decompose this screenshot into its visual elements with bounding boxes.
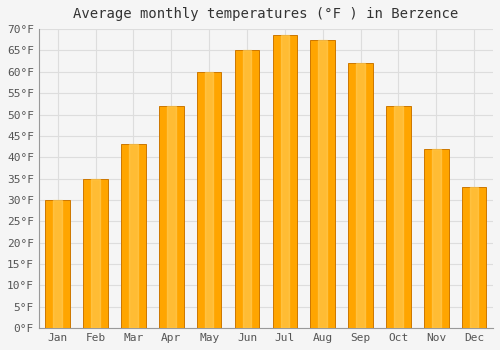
Bar xyxy=(386,106,410,328)
Bar xyxy=(167,106,175,328)
Bar xyxy=(424,149,448,328)
Bar xyxy=(121,145,146,328)
Bar xyxy=(197,72,222,328)
Bar xyxy=(234,50,260,328)
Title: Average monthly temperatures (°F ) in Berzence: Average monthly temperatures (°F ) in Be… xyxy=(74,7,458,21)
Bar xyxy=(348,63,373,328)
Bar xyxy=(92,178,100,328)
Bar xyxy=(470,187,478,328)
Bar xyxy=(310,40,335,328)
Bar xyxy=(205,72,214,328)
Bar xyxy=(272,35,297,328)
Bar xyxy=(46,200,70,328)
Bar xyxy=(54,200,62,328)
Bar xyxy=(432,149,440,328)
Bar xyxy=(84,178,108,328)
Bar xyxy=(159,106,184,328)
Bar xyxy=(280,35,289,328)
Bar xyxy=(462,187,486,328)
Bar xyxy=(242,50,252,328)
Bar xyxy=(356,63,365,328)
Bar xyxy=(394,106,402,328)
Bar xyxy=(129,145,138,328)
Bar xyxy=(318,40,327,328)
